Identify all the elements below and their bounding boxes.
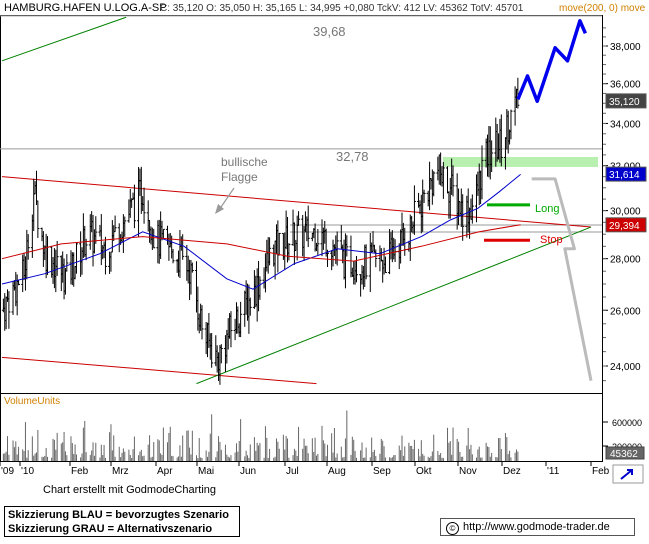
ma-short-badge-label: 31,614 bbox=[609, 170, 640, 181]
trend-line bbox=[1, 356, 317, 385]
time-tick-label: Apr bbox=[157, 466, 173, 477]
pattern-label-word: bullische bbox=[221, 155, 268, 169]
legend-grey: Skizzierung GRAU = Alternativszenario bbox=[8, 523, 213, 535]
level-mid-label: 32,78 bbox=[336, 149, 369, 164]
volume-last-label: 45362 bbox=[610, 449, 638, 460]
ma-long-line bbox=[1, 224, 521, 262]
volume-bars bbox=[2, 410, 519, 461]
last-price-badge-box bbox=[605, 93, 647, 109]
price-stats: C: 35,120 O: 35,050 H: 35,165 L: 34,995 … bbox=[160, 3, 524, 14]
trend-line bbox=[1, 176, 592, 228]
time-axis: '09 '10 Feb Mrz Apr Mai Jun Jul Aug Sep Okt Nov Dez '… bbox=[0, 462, 610, 477]
price-tick-label: 30,000 bbox=[610, 207, 641, 218]
arrow-icon bbox=[620, 469, 633, 480]
time-tick-label: Jun bbox=[240, 466, 256, 477]
scenario-sketches bbox=[516, 19, 593, 381]
volume-tick-label: 600000 bbox=[612, 418, 642, 428]
price-tick-label: 26,000 bbox=[610, 306, 641, 317]
trend-line bbox=[196, 226, 592, 385]
website-link[interactable]: http://www.godmode-trader.de bbox=[463, 521, 610, 533]
time-tick-label: Jul bbox=[286, 466, 299, 477]
value-badges: 35,120 31,614 29,394 bbox=[605, 93, 647, 233]
time-tick-label: Okt bbox=[416, 466, 432, 477]
scenario-grey-path bbox=[531, 177, 593, 381]
price-tick-label: 36,000 bbox=[610, 80, 641, 91]
credit-text: Chart erstellt mit GodmodeCharting bbox=[43, 484, 217, 496]
volume-last-box bbox=[605, 446, 645, 460]
ma-short-line bbox=[1, 174, 521, 290]
time-tick-label: '11 bbox=[547, 466, 560, 477]
pattern-arrow bbox=[218, 187, 235, 211]
time-tick-label: Sep bbox=[373, 466, 391, 477]
resistance-zone bbox=[443, 157, 598, 167]
stop-label: Stop bbox=[540, 234, 563, 246]
indicator-label: move(200, 0) move bbox=[559, 3, 646, 14]
price-tick-label: 24,000 bbox=[610, 362, 641, 373]
target-high-label: 39,68 bbox=[313, 24, 346, 39]
ma-long-badge-label: 29,394 bbox=[609, 221, 640, 232]
ma-short-badge-box bbox=[605, 166, 647, 182]
price-tick-label: 28,000 bbox=[610, 255, 641, 266]
long-label: Long bbox=[535, 203, 559, 215]
time-tick-label: '10 bbox=[21, 466, 34, 477]
time-tick-label: Nov bbox=[459, 466, 477, 477]
moving-averages bbox=[1, 174, 521, 290]
time-tick-label: '09 bbox=[1, 466, 14, 477]
pattern-arrow-head bbox=[215, 204, 224, 214]
time-tick-label: Aug bbox=[328, 466, 346, 477]
time-tick-label: Mai bbox=[198, 466, 214, 477]
ma-long-badge-box bbox=[605, 217, 647, 233]
legend-blue: Skizzierung BLAU = bevorzugtes Szenario bbox=[8, 509, 229, 521]
instrument-title: HAMBURG.HAFEN U.LOG.A-SP bbox=[4, 2, 167, 14]
website-box[interactable]: © http://www.godmode-trader.de bbox=[440, 518, 635, 536]
scenario-blue-path bbox=[516, 19, 588, 104]
volume-label: VolumeUnits bbox=[4, 396, 60, 407]
price-tick-label: 38,000 bbox=[610, 42, 641, 53]
trend-line bbox=[1, 16, 127, 62]
time-tick-label: Dez bbox=[503, 466, 521, 477]
scenario-legend: Skizzierung BLAU = bevorzugtes Szenario … bbox=[4, 506, 240, 537]
time-tick-label: Feb bbox=[592, 466, 610, 477]
copyright-icon: © bbox=[446, 522, 459, 535]
time-tick-label: Feb bbox=[71, 466, 89, 477]
price-axis: 38,00036,00034,00032,00030,00028,00026,0… bbox=[603, 27, 641, 382]
volume-panel bbox=[0, 393, 603, 462]
annotations: 39,68 32,78 bullische Flagge Long Stop bbox=[221, 24, 563, 246]
volume-axis: 60000020000045362 bbox=[603, 418, 645, 460]
pattern-label: bullische Flagge bbox=[221, 155, 268, 184]
price-tick-label: 34,000 bbox=[610, 119, 641, 130]
last-price-badge-label: 35,120 bbox=[609, 97, 640, 108]
time-tick-label: Mrz bbox=[112, 466, 129, 477]
pattern-label-word: Flagge bbox=[221, 170, 258, 184]
